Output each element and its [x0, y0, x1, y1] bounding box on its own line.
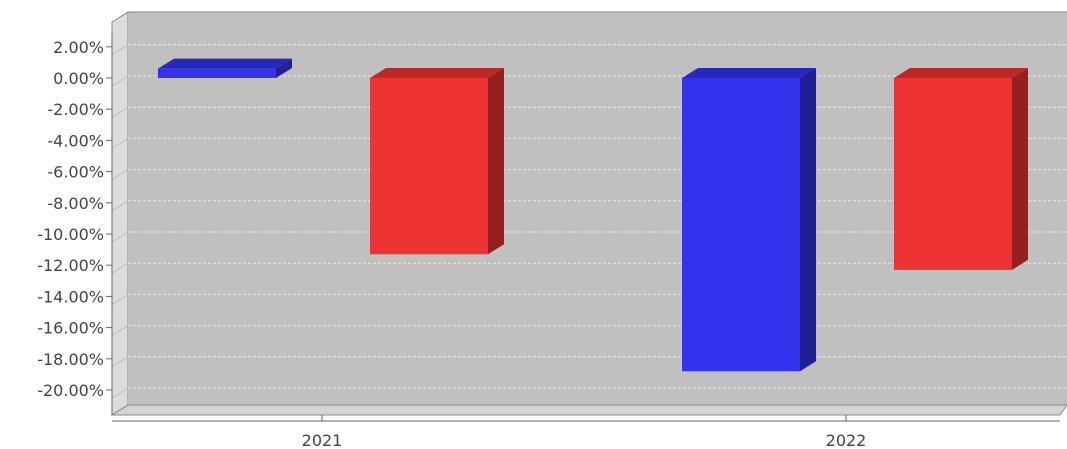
y-tick-label: -16.00%	[37, 319, 104, 338]
bar-top-face	[370, 68, 504, 78]
y-tick-label: -8.00%	[47, 194, 104, 213]
wall-gridline	[111, 44, 129, 56]
y-tick-label: -10.00%	[37, 225, 104, 244]
bars	[158, 58, 1028, 372]
wall-gridline	[111, 200, 129, 212]
bar-side-face	[276, 58, 292, 78]
y-tick-label: 2.00%	[53, 38, 104, 57]
bar-2021-series-1	[158, 58, 292, 78]
y-tick-label: -18.00%	[37, 350, 104, 369]
bar-front-face	[370, 78, 488, 255]
bar-2021-series-2	[370, 68, 504, 255]
y-tick-label: -20.00%	[37, 381, 104, 400]
bar-2022-series-1	[682, 68, 816, 372]
wall-gridline	[111, 75, 129, 87]
axes	[111, 32, 1060, 422]
bar-side-face	[488, 68, 504, 255]
y-tick-label: -2.00%	[47, 100, 104, 119]
wall-gridline	[111, 169, 129, 181]
wall-gridline	[111, 387, 129, 399]
bar-side-face	[800, 68, 816, 372]
bar-front-face	[894, 78, 1012, 270]
wall-gridline	[111, 231, 129, 243]
bar-side-face	[1012, 68, 1028, 270]
bar-front-face	[682, 78, 800, 372]
bar-front-face	[158, 68, 276, 78]
bar-top-face	[158, 58, 292, 69]
y-tick-label: 0.00%	[53, 69, 104, 88]
x-axis-ticks: 2021 2022	[302, 415, 867, 449]
left-wall	[111, 11, 129, 416]
x-tick-label: 2021	[302, 431, 343, 449]
bar-top-face	[682, 68, 816, 78]
y-axis-ticks: 2.00% 0.00% -2.00% -4.00% -6.00% -8.00% -10.00…	[37, 38, 112, 400]
x-tick-label: 2022	[826, 431, 867, 449]
y-tick-label: -4.00%	[47, 131, 104, 150]
bar-2022-series-2	[894, 68, 1028, 270]
plot-floor	[110, 404, 1067, 416]
wall-gridline	[111, 262, 129, 274]
y-tick-label: -14.00%	[37, 287, 104, 306]
wall-gridline	[111, 356, 129, 368]
y-tick-label: -12.00%	[37, 256, 104, 275]
bar-top-face	[894, 68, 1028, 78]
wall-gridline	[111, 325, 129, 337]
wall-gridline	[111, 293, 129, 305]
y-tick-label: -6.00%	[47, 163, 104, 182]
wall-gridline	[111, 137, 129, 149]
wall-gridline	[111, 106, 129, 118]
